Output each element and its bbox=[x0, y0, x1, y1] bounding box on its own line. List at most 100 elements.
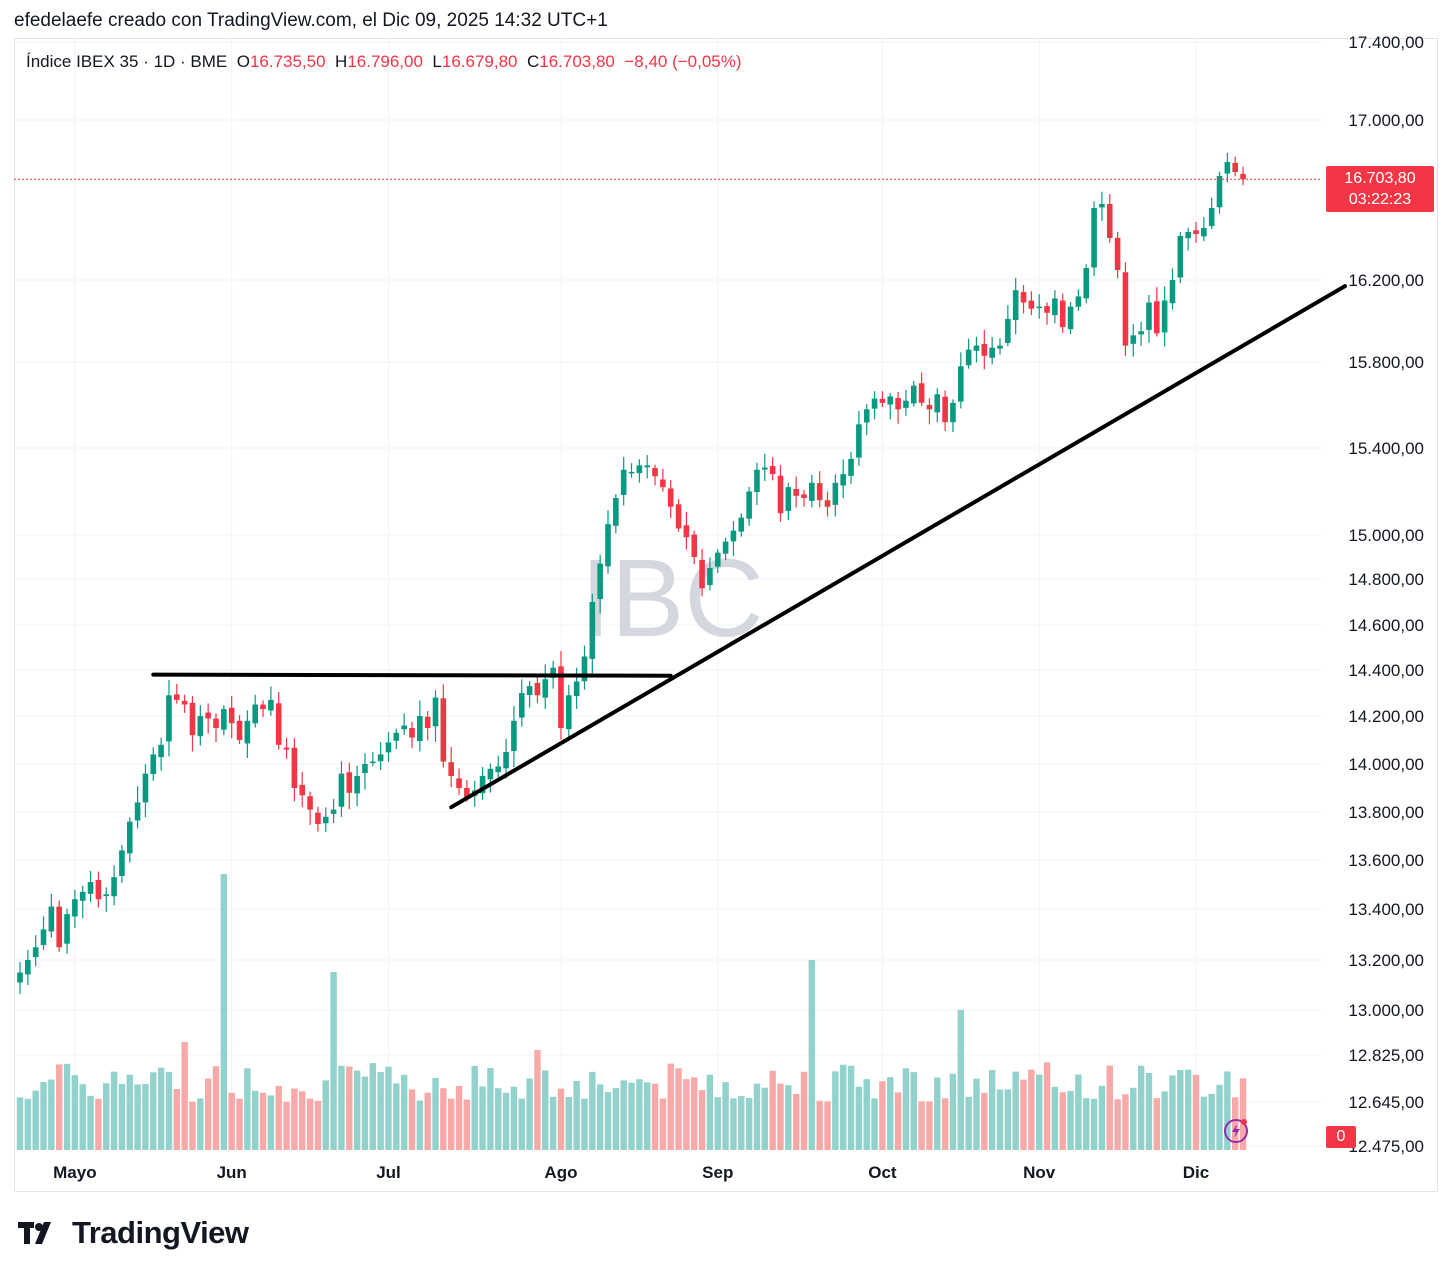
candle-body bbox=[1130, 335, 1137, 344]
volume-bar bbox=[24, 1098, 32, 1150]
volume-bar bbox=[173, 1089, 180, 1150]
volume-bar bbox=[526, 1078, 533, 1150]
volume-bar bbox=[1114, 1099, 1121, 1150]
candle-body bbox=[856, 424, 862, 458]
volume-bar bbox=[87, 1095, 94, 1150]
volume-bar bbox=[126, 1074, 133, 1150]
symbol-name[interactable]: Índice IBEX 35 · 1D · BME bbox=[26, 52, 228, 71]
volume-bar bbox=[1106, 1065, 1113, 1150]
candle-body bbox=[448, 762, 454, 776]
high-label: H bbox=[335, 52, 348, 71]
volume-bar bbox=[1020, 1079, 1027, 1150]
y-tick-label: 14.000,00 bbox=[1348, 755, 1424, 774]
candle-body bbox=[479, 776, 486, 794]
candle-body bbox=[895, 398, 901, 410]
candle-body bbox=[111, 877, 117, 897]
candle-body bbox=[636, 465, 643, 474]
volume-bar bbox=[604, 1092, 612, 1150]
volume-bar bbox=[244, 1068, 251, 1150]
volume-bar bbox=[322, 1080, 329, 1150]
volume-bar bbox=[1137, 1065, 1145, 1150]
volume-bar bbox=[706, 1074, 714, 1150]
candle-body bbox=[1036, 306, 1042, 309]
volume-bar bbox=[1200, 1096, 1208, 1150]
volume-bar bbox=[542, 1070, 549, 1150]
candle-body bbox=[95, 880, 102, 900]
volume-bar bbox=[620, 1080, 627, 1150]
candle-body bbox=[526, 686, 533, 695]
volume-bar bbox=[557, 1088, 565, 1150]
candle-body bbox=[213, 718, 219, 728]
volume-bar bbox=[887, 1077, 894, 1150]
volume-bar bbox=[1216, 1084, 1223, 1150]
candle-body bbox=[291, 747, 298, 788]
volume-bar bbox=[534, 1050, 541, 1150]
trendlines bbox=[151, 284, 1347, 810]
candle-body bbox=[613, 498, 619, 526]
candle-body bbox=[409, 727, 415, 738]
volume-bar bbox=[1051, 1086, 1059, 1150]
volume-bar bbox=[824, 1101, 831, 1150]
volume-bar bbox=[730, 1098, 737, 1150]
x-tick-label: Dic bbox=[1183, 1163, 1209, 1182]
candle-body bbox=[275, 703, 282, 745]
volume-bar bbox=[228, 1092, 235, 1150]
y-tick-label: 14.600,00 bbox=[1348, 616, 1424, 635]
volume-bar bbox=[1192, 1074, 1200, 1150]
volume-bar bbox=[808, 960, 816, 1150]
volume-bar bbox=[847, 1065, 855, 1150]
y-tick-label: 15.400,00 bbox=[1348, 439, 1424, 458]
y-tick-label: 17.000,00 bbox=[1348, 111, 1424, 130]
y-tick-label: 12.825,00 bbox=[1348, 1046, 1424, 1065]
candle-body bbox=[307, 796, 313, 810]
volume-bar bbox=[777, 1083, 784, 1150]
volume-bar bbox=[769, 1070, 776, 1150]
footer-logo[interactable]: TradingView bbox=[18, 1215, 249, 1251]
volume-bar bbox=[346, 1066, 353, 1150]
volume-bar bbox=[816, 1100, 823, 1150]
volume-bar bbox=[589, 1071, 596, 1150]
candle-body bbox=[566, 695, 572, 730]
trendline-support bbox=[449, 284, 1347, 810]
candle-body bbox=[809, 482, 815, 501]
candle-body bbox=[518, 693, 525, 718]
symbol-watermark: IBC bbox=[580, 537, 763, 660]
volume-tag: 0 bbox=[1326, 1126, 1356, 1148]
candle-body bbox=[644, 465, 650, 468]
candle-body bbox=[675, 504, 682, 529]
candle-body bbox=[699, 559, 705, 589]
candle-body bbox=[801, 494, 807, 499]
volume-bar bbox=[659, 1098, 667, 1150]
close-value: 16.703,80 bbox=[539, 52, 615, 71]
volume-bar bbox=[1208, 1093, 1215, 1150]
candle-body bbox=[652, 468, 658, 477]
candle-body bbox=[87, 882, 94, 894]
volume-bar bbox=[291, 1088, 298, 1150]
volume-bar bbox=[1098, 1085, 1106, 1150]
volume-bar bbox=[236, 1098, 243, 1150]
volume-bar bbox=[1012, 1071, 1019, 1150]
volume-bar bbox=[56, 1064, 63, 1150]
volume-bar bbox=[785, 1085, 792, 1150]
volume-bar bbox=[510, 1086, 518, 1150]
volume-bar bbox=[252, 1090, 259, 1150]
volume-bar bbox=[275, 1085, 282, 1150]
candle-body bbox=[432, 697, 439, 727]
candle-body bbox=[189, 702, 196, 736]
tradingview-brand: TradingView bbox=[72, 1215, 249, 1250]
lightning-icon[interactable] bbox=[1222, 1116, 1250, 1144]
volume-bar bbox=[63, 1063, 71, 1150]
candle-body bbox=[1224, 162, 1231, 174]
volume-bar bbox=[267, 1095, 275, 1150]
volume-bar bbox=[1028, 1069, 1035, 1150]
volume-bar bbox=[103, 1083, 110, 1150]
volume-bar bbox=[612, 1088, 620, 1150]
candle-body bbox=[1059, 300, 1066, 328]
y-tick-label: 13.400,00 bbox=[1348, 900, 1424, 919]
chart-frame[interactable] bbox=[14, 38, 1438, 1192]
volume-bar bbox=[495, 1088, 502, 1150]
candle-body bbox=[236, 720, 243, 740]
y-tick-label: 12.475,00 bbox=[1348, 1137, 1424, 1156]
volume-bar bbox=[432, 1078, 439, 1150]
